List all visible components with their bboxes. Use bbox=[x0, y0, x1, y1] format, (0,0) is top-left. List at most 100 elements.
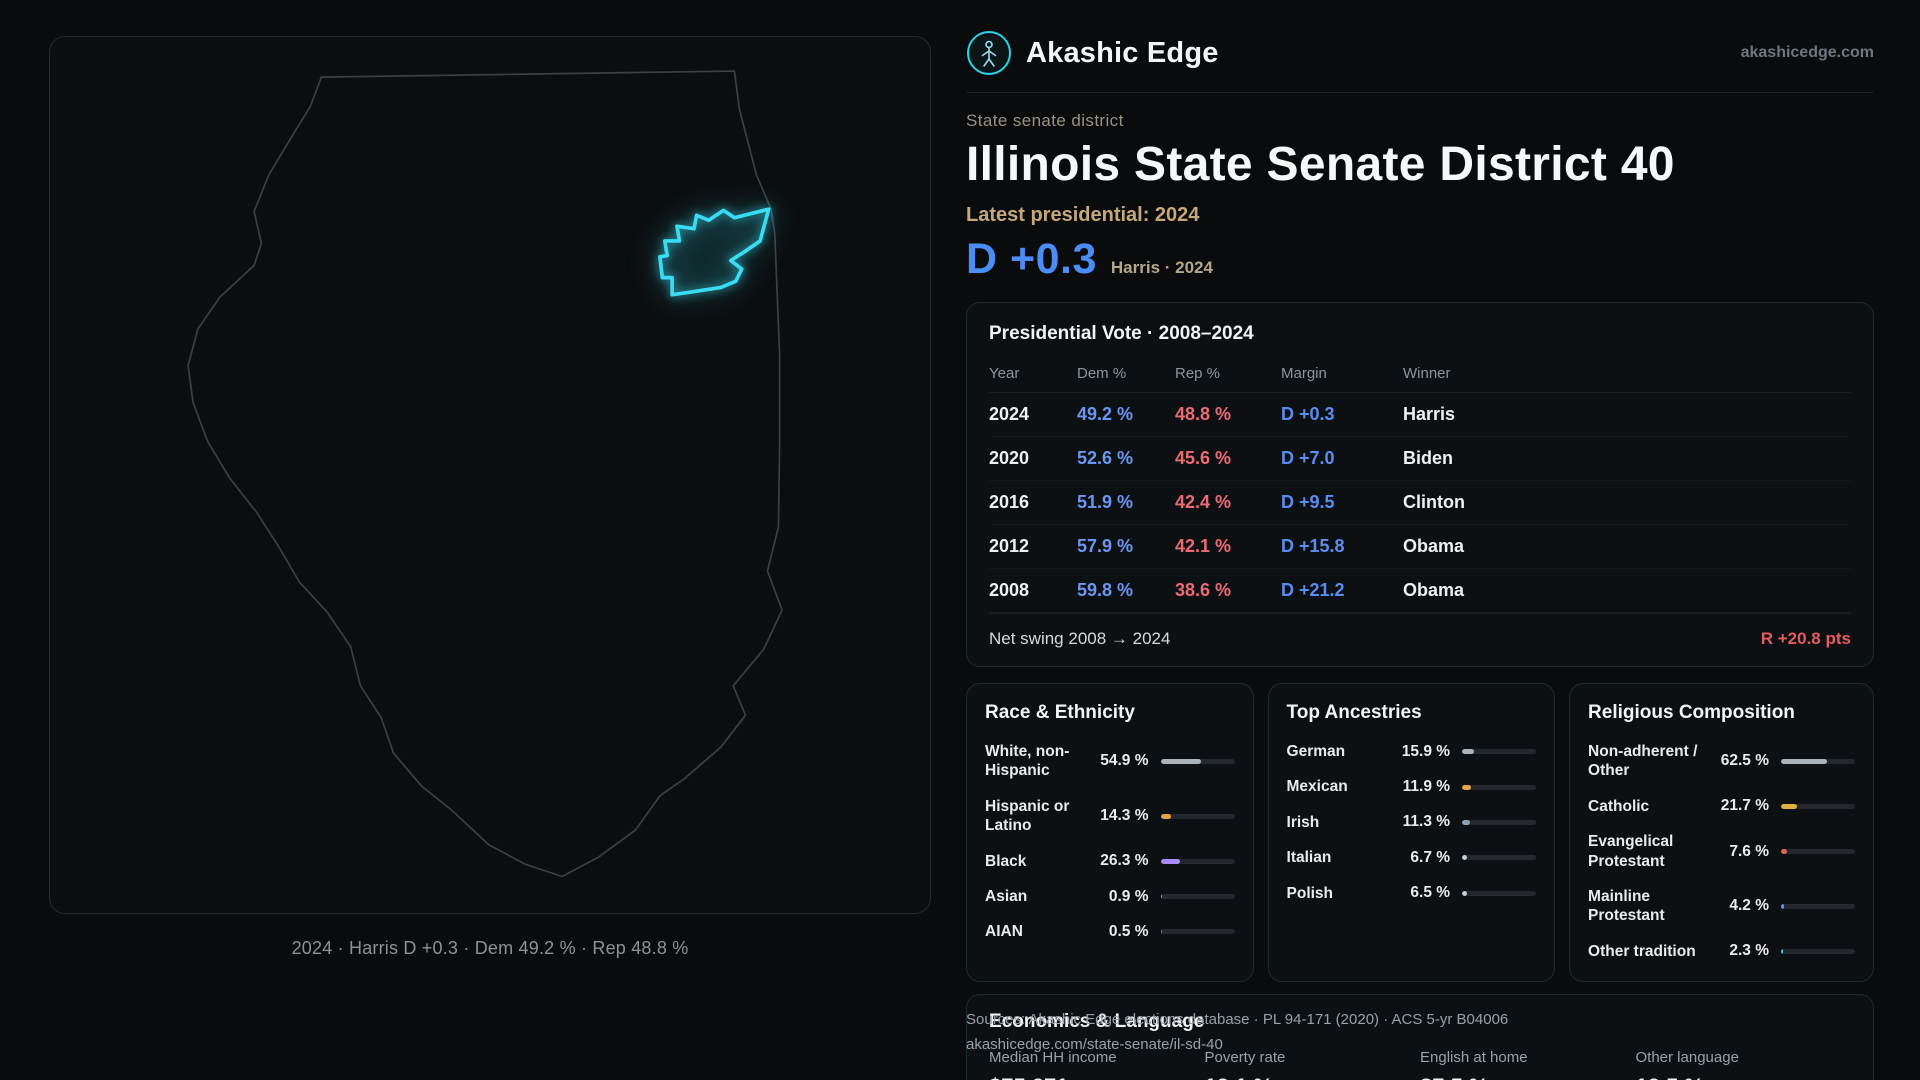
permalink[interactable]: akashicedge.com/state-senate/il-sd-40 bbox=[966, 1036, 1223, 1053]
table-row: 2020 52.6 % 45.6 % D +7.0 Biden bbox=[989, 437, 1851, 481]
item-label: Black bbox=[985, 852, 1027, 870]
stat-other-language: Other language 12.5 % bbox=[1636, 1049, 1852, 1080]
col-rep: Rep % bbox=[1175, 365, 1221, 382]
stat-value: 13.1 % bbox=[1205, 1074, 1421, 1080]
list-item: Mexican 11.9 % bbox=[1287, 769, 1537, 804]
brand-logo-icon bbox=[967, 31, 1011, 75]
cell-year: 2020 bbox=[989, 448, 1030, 468]
item-value: 21.7 % bbox=[1720, 797, 1770, 815]
list-item: Polish 6.5 % bbox=[1287, 876, 1537, 911]
stat-poverty-rate: Poverty rate 13.1 % bbox=[1205, 1049, 1421, 1080]
item-value: 0.5 % bbox=[1108, 922, 1149, 940]
cell-margin: D +9.5 bbox=[1281, 492, 1335, 512]
top-ancestries-card: Top Ancestries German 15.9 % Mexican 11.… bbox=[1267, 683, 1556, 982]
col-margin: Margin bbox=[1281, 365, 1327, 382]
col-year: Year bbox=[989, 365, 1020, 382]
item-label: AIAN bbox=[985, 923, 1023, 941]
item-value: 7.6 % bbox=[1729, 842, 1770, 860]
cell-winner: Obama bbox=[1403, 580, 1465, 600]
list-item: White, non-Hispanic 54.9 % bbox=[985, 734, 1235, 789]
table-row: 2008 59.8 % 38.6 % D +21.2 Obama bbox=[989, 569, 1851, 613]
cell-rep: 45.6 % bbox=[1175, 448, 1232, 468]
net-swing-row: Net swing 2008 → 2024 R +20.8 pts bbox=[989, 613, 1851, 666]
illinois-state-outline bbox=[187, 70, 783, 878]
col-dem: Dem % bbox=[1077, 365, 1127, 382]
cell-dem: 51.9 % bbox=[1077, 492, 1134, 512]
item-value: 54.9 % bbox=[1100, 752, 1149, 770]
cell-margin: D +15.8 bbox=[1281, 536, 1345, 556]
item-value: 26.3 % bbox=[1100, 852, 1149, 870]
item-value: 6.7 % bbox=[1410, 848, 1451, 866]
cell-dem: 52.6 % bbox=[1077, 448, 1134, 468]
item-value: 62.5 % bbox=[1720, 752, 1770, 770]
map-section: 2024 · Harris D +0.3 · Dem 49.2 % · Rep … bbox=[49, 36, 931, 959]
table-row: 2012 57.9 % 42.1 % D +15.8 Obama bbox=[989, 525, 1851, 569]
stat-bar bbox=[1462, 819, 1537, 825]
list-item: Hispanic or Latino 14.3 % bbox=[985, 789, 1235, 844]
item-label: White, non-Hispanic bbox=[985, 743, 1070, 780]
presidential-card-title: Presidential Vote · 2008–2024 bbox=[989, 323, 1254, 344]
list-item: Irish 11.3 % bbox=[1287, 805, 1537, 840]
item-label: Mexican bbox=[1286, 778, 1348, 796]
item-label: Hispanic or Latino bbox=[985, 797, 1070, 835]
item-value: 11.3 % bbox=[1402, 813, 1451, 831]
stat-value: 87.5 % bbox=[1420, 1074, 1636, 1080]
district-map-panel bbox=[49, 36, 931, 914]
stat-bar bbox=[1462, 855, 1537, 861]
stat-english-at-home: English at home 87.5 % bbox=[1420, 1049, 1636, 1080]
list-item: AIAN 0.5 % bbox=[985, 914, 1235, 949]
stat-median-income: Median HH income $75,271 bbox=[989, 1049, 1205, 1080]
race-card-title: Race & Ethnicity bbox=[985, 702, 1135, 723]
cell-year: 2008 bbox=[989, 580, 1030, 600]
cell-dem: 49.2 % bbox=[1077, 404, 1134, 424]
cell-year: 2012 bbox=[989, 536, 1030, 556]
table-row: 2016 51.9 % 42.4 % D +9.5 Clinton bbox=[989, 481, 1851, 525]
economics-card-title: Economics & Language bbox=[989, 1011, 1205, 1032]
demographics-row: Race & Ethnicity White, non-Hispanic 54.… bbox=[966, 683, 1875, 982]
economics-language-card: Economics & Language Median HH income $7… bbox=[966, 994, 1874, 1080]
item-label: Irish bbox=[1286, 813, 1320, 831]
stat-bar bbox=[1781, 758, 1856, 764]
map-caption: 2024 · Harris D +0.3 · Dem 49.2 % · Rep … bbox=[291, 938, 689, 958]
list-item: Black 26.3 % bbox=[985, 844, 1235, 879]
margin-context: Harris · 2024 bbox=[1110, 258, 1213, 277]
item-label: Mainline Protestant bbox=[1588, 887, 1665, 925]
list-item: German 15.9 % bbox=[1287, 734, 1537, 769]
stat-bar bbox=[1462, 749, 1537, 755]
list-item: Italian 6.7 % bbox=[1287, 840, 1537, 875]
cell-margin: D +0.3 bbox=[1281, 404, 1335, 424]
list-item: Non-adherent / Other 62.5 % bbox=[1588, 734, 1856, 789]
item-label: German bbox=[1286, 743, 1346, 760]
item-label: Catholic bbox=[1588, 797, 1650, 815]
illinois-map bbox=[187, 70, 783, 878]
cell-winner: Obama bbox=[1403, 536, 1465, 556]
race-ethnicity-card: Race & Ethnicity White, non-Hispanic 54.… bbox=[966, 683, 1254, 982]
list-item: Mainline Protestant 4.2 % bbox=[1588, 879, 1856, 934]
cell-year: 2024 bbox=[989, 404, 1030, 424]
stat-value: 12.5 % bbox=[1636, 1074, 1852, 1080]
stat-bar bbox=[1160, 929, 1235, 935]
list-item: Evangelical Protestant 7.6 % bbox=[1588, 824, 1856, 879]
ancestries-card-title: Top Ancestries bbox=[1286, 702, 1422, 723]
list-item: Asian 0.9 % bbox=[985, 879, 1235, 914]
stat-label: English at home bbox=[1420, 1049, 1528, 1066]
stat-label: Median HH income bbox=[989, 1049, 1117, 1066]
stat-bar bbox=[1160, 813, 1235, 819]
net-swing-value: R +20.8 pts bbox=[1760, 629, 1851, 648]
brand-header: Akashic Edge akashicedge.com bbox=[966, 30, 1874, 93]
item-label: Polish bbox=[1286, 884, 1334, 902]
item-value: 4.2 % bbox=[1729, 897, 1770, 915]
col-winner: Winner bbox=[1403, 365, 1451, 382]
item-value: 11.9 % bbox=[1402, 778, 1451, 796]
brand-name: Akashic Edge bbox=[1026, 36, 1219, 69]
cell-dem: 57.9 % bbox=[1077, 536, 1134, 556]
item-label: Evangelical Protestant bbox=[1588, 833, 1674, 870]
brand-domain-link[interactable]: akashicedge.com bbox=[1740, 44, 1874, 61]
list-item: Other tradition 2.3 % bbox=[1588, 934, 1856, 969]
cell-winner: Clinton bbox=[1403, 492, 1465, 512]
cell-winner: Biden bbox=[1403, 448, 1454, 468]
stat-value: $75,271 bbox=[989, 1074, 1205, 1080]
cell-winner: Harris bbox=[1403, 404, 1456, 424]
stat-label: Poverty rate bbox=[1204, 1049, 1286, 1066]
content-column: Akashic Edge akashicedge.com State senat… bbox=[966, 30, 1875, 1080]
